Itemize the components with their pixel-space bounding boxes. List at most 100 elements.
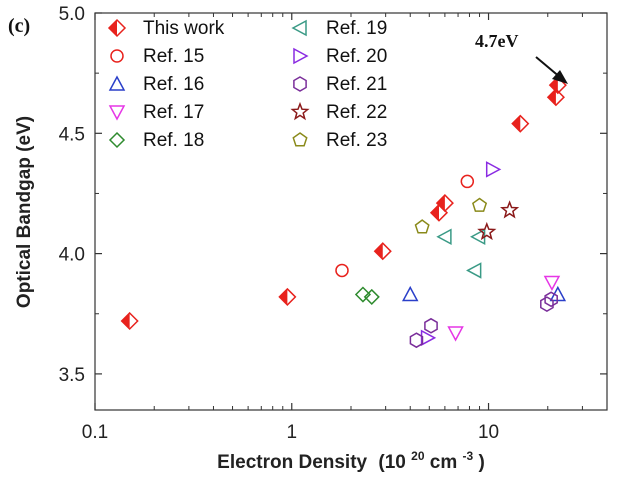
x-tick-label: 10 [478, 422, 499, 443]
legend-marker [108, 131, 126, 149]
legend-item: Ref. 17 [108, 102, 204, 123]
y-tick-label: 4.0 [59, 245, 85, 266]
marker-outline [373, 242, 392, 261]
data-point [499, 200, 520, 219]
legend-marker [290, 101, 310, 121]
data-point [460, 174, 475, 189]
marker-fill-half [549, 77, 558, 94]
legend-item: Ref. 19 [291, 18, 387, 39]
data-points [120, 76, 567, 349]
x-axis-unit-open: (10 [378, 452, 405, 473]
data-point [335, 263, 349, 278]
y-tick-label: 4.5 [59, 124, 85, 145]
marker-fill-half [436, 195, 445, 212]
legend-marker [107, 18, 127, 38]
marker-outline [107, 18, 127, 38]
data-point [540, 296, 554, 312]
x-axis-title: Electron Density (10 20 cm -3 ) [217, 444, 485, 473]
data-point [435, 194, 454, 213]
marker-outline [548, 76, 567, 95]
marker-fill-half [374, 243, 383, 260]
marker-fill-half [512, 115, 521, 132]
legend-label: Ref. 21 [326, 74, 387, 95]
data-point [401, 285, 419, 302]
legend-label: Ref. 19 [326, 18, 387, 39]
marker-fill-half [547, 89, 556, 106]
legend-label: Ref. 20 [326, 46, 387, 67]
data-point [548, 76, 567, 95]
marker-fill-half [430, 204, 439, 221]
legend-label: Ref. 18 [143, 130, 204, 151]
legend-label: Ref. 15 [143, 46, 204, 67]
annotation: 4.7eV [475, 31, 568, 84]
data-point [447, 326, 464, 342]
legend-item: Ref. 22 [290, 101, 387, 123]
series-ref-20 [420, 161, 502, 347]
y-tick-label: 5.0 [59, 4, 85, 25]
data-point [466, 262, 482, 279]
marker-outline [120, 311, 139, 331]
series-ref-15 [335, 174, 475, 278]
legend-marker [291, 19, 307, 37]
legend-label: This work [143, 18, 225, 39]
annotation-label: 4.7eV [475, 31, 519, 51]
data-point [414, 219, 430, 234]
data-point [511, 114, 530, 133]
legend-label: Ref. 23 [326, 130, 387, 151]
marker-fill-half [109, 20, 117, 36]
data-point [546, 88, 565, 107]
marker-outline [546, 88, 565, 107]
data-point [363, 288, 380, 305]
data-point [120, 311, 139, 331]
x-axis-unit-exp: 20 [411, 449, 425, 463]
marker-outline [278, 287, 297, 306]
legend-label: Ref. 22 [326, 102, 387, 123]
legend: This work Ref. 15 Ref. 16 Ref. 17 Ref. 18 Ref… [107, 18, 387, 151]
y-axis-title: Optical Bandgap (eV) [14, 116, 35, 308]
data-point [409, 332, 424, 349]
data-point [420, 329, 437, 347]
data-point [544, 291, 558, 308]
legend-marker [293, 76, 307, 92]
legend-item: This work [107, 18, 225, 39]
legend-item: Ref. 18 [108, 130, 204, 151]
y-tick-label: 3.5 [59, 365, 85, 386]
legend-item: Ref. 23 [292, 130, 387, 151]
legend-marker [108, 105, 126, 121]
series-ref-16 [401, 285, 567, 302]
x-tick-label: 0.1 [82, 422, 108, 443]
legend-item: Ref. 16 [108, 74, 204, 95]
series-this-work [120, 76, 567, 331]
legend-label: Ref. 17 [143, 102, 204, 123]
marker-outline [435, 194, 454, 213]
data-point [424, 317, 438, 334]
legend-marker [293, 47, 309, 65]
marker-outline [511, 114, 530, 133]
data-point [436, 228, 452, 246]
legend-marker [110, 49, 124, 63]
x-axis-unit-exp2: -3 [463, 449, 474, 463]
annotation-arrowhead [552, 70, 568, 84]
legend-label: Ref. 16 [143, 74, 204, 95]
legend-marker [292, 132, 308, 147]
plot-frame [94, 12, 608, 411]
series-ref-23 [414, 197, 488, 234]
series-ref-19 [436, 228, 486, 279]
panel-label: (c) [8, 15, 30, 37]
data-point [472, 197, 488, 212]
data-point [543, 275, 561, 292]
data-point [485, 161, 502, 178]
legend-item: Ref. 21 [293, 74, 387, 95]
data-point [373, 242, 392, 261]
legend-item: Ref. 15 [110, 46, 204, 67]
data-point [354, 286, 372, 303]
marker-fill-half [121, 312, 130, 329]
series-ref-18 [354, 286, 380, 305]
data-point [278, 287, 297, 306]
x-axis-title-main: Electron Density [217, 452, 367, 473]
series-ref-17 [447, 275, 561, 342]
legend-item: Ref. 20 [293, 46, 387, 67]
series-ref-21 [409, 291, 558, 349]
x-axis-unit-mid: cm [430, 452, 457, 473]
data-point [477, 221, 497, 241]
